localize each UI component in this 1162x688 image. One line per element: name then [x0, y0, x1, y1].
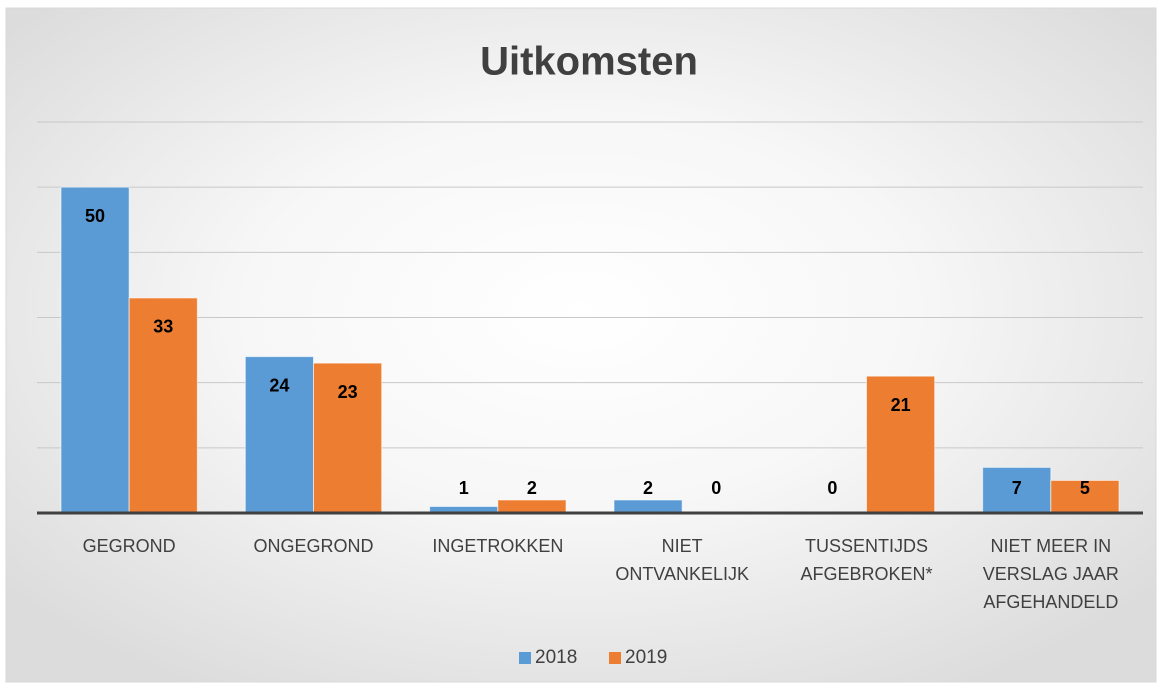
chart-title: Uitkomsten [480, 40, 698, 84]
bar [866, 375, 936, 514]
bar [60, 186, 130, 514]
x-tick-label-line: NIET MEER IN [990, 536, 1111, 556]
legend-label: 2018 [535, 647, 577, 668]
data-label: 33 [153, 317, 173, 337]
data-label: 7 [1012, 478, 1022, 498]
data-label: 2 [527, 478, 537, 498]
x-tick-label-line: VERSLAG JAAR [983, 564, 1119, 584]
bar [613, 499, 683, 514]
x-tick-label-line: INGETROKKEN [432, 536, 563, 556]
legend-label: 2019 [625, 647, 667, 668]
x-tick-label: GEGROND [83, 536, 176, 556]
x-tick-label: TUSSENTIJDS AFGEBROKEN* [800, 536, 932, 584]
legend-swatch [519, 652, 531, 664]
x-tick-label-line: TUSSENTIJDS [805, 536, 928, 556]
data-label: 24 [269, 375, 289, 395]
data-label: 0 [711, 478, 721, 498]
x-tick-label-line: AFGEHANDELD [983, 592, 1118, 612]
bar [497, 499, 567, 514]
bar [244, 356, 314, 514]
bar [1050, 479, 1120, 514]
x-tick-label-line: AFGEBROKEN* [800, 564, 932, 584]
bar [128, 297, 198, 514]
x-tick-label: NIET MEER IN VERSLAG JAAR AFGEHANDELD [983, 536, 1119, 612]
x-tick-label: INGETROKKEN [432, 536, 563, 556]
data-label: 21 [891, 395, 911, 415]
data-label: 23 [338, 382, 358, 402]
bar [982, 466, 1052, 514]
x-tick-label-line: NIET [662, 536, 703, 556]
data-label: 0 [827, 478, 837, 498]
x-tick-label: NIET ONTVANKELIJK [615, 536, 749, 584]
data-label: 50 [85, 206, 105, 226]
legend-swatch [609, 652, 621, 664]
x-tick-label: ONGEGROND [253, 536, 373, 556]
data-label: 5 [1080, 478, 1090, 498]
data-label: 1 [459, 478, 469, 498]
x-tick-label-line: ONTVANKELIJK [615, 564, 749, 584]
x-tick-label-line: ONGEGROND [253, 536, 373, 556]
data-label: 2 [643, 478, 653, 498]
x-tick-label-line: GEGROND [83, 536, 176, 556]
bar [313, 362, 383, 514]
